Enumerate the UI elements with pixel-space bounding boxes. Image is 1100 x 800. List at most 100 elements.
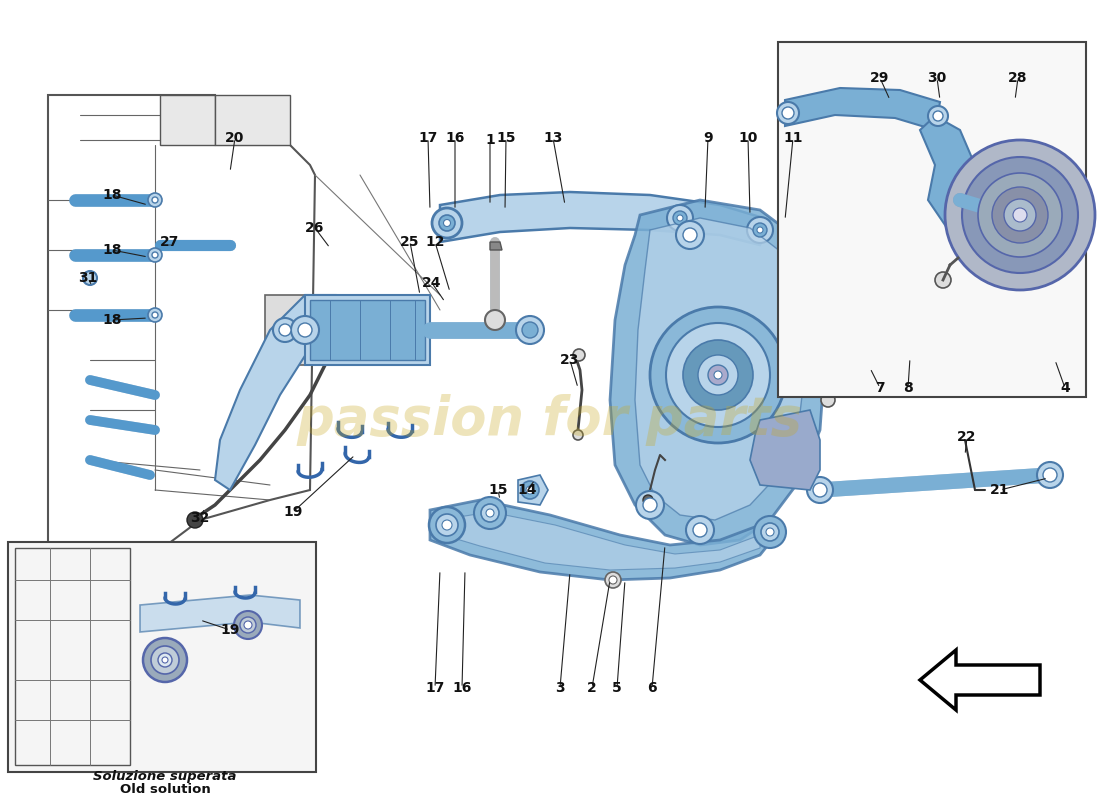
Polygon shape: [750, 410, 820, 490]
Circle shape: [152, 197, 158, 203]
Circle shape: [810, 370, 830, 390]
Text: 11: 11: [783, 131, 803, 145]
Circle shape: [683, 228, 697, 242]
Circle shape: [813, 483, 827, 497]
Circle shape: [573, 349, 585, 361]
Circle shape: [945, 140, 1094, 290]
Circle shape: [686, 516, 714, 544]
Text: Old solution: Old solution: [120, 783, 210, 796]
Polygon shape: [214, 295, 336, 490]
Text: 3: 3: [556, 681, 564, 695]
Circle shape: [807, 477, 833, 503]
Text: 18: 18: [102, 188, 122, 202]
Circle shape: [240, 617, 256, 633]
Circle shape: [279, 324, 292, 336]
Circle shape: [442, 520, 452, 530]
Circle shape: [434, 210, 460, 236]
Circle shape: [151, 646, 179, 674]
Polygon shape: [265, 295, 305, 365]
Polygon shape: [920, 650, 1040, 710]
Polygon shape: [490, 242, 502, 250]
Text: 9: 9: [703, 131, 713, 145]
Circle shape: [644, 498, 657, 512]
Text: 27: 27: [161, 235, 179, 249]
Text: 4: 4: [1060, 381, 1070, 395]
Circle shape: [992, 187, 1048, 243]
Circle shape: [444, 220, 450, 226]
Circle shape: [148, 248, 162, 262]
Text: 24: 24: [422, 276, 442, 290]
Polygon shape: [518, 475, 548, 505]
Circle shape: [609, 576, 617, 584]
Circle shape: [714, 371, 722, 379]
Circle shape: [436, 514, 458, 536]
Text: 7: 7: [876, 381, 884, 395]
Circle shape: [573, 430, 583, 440]
Text: 25: 25: [400, 235, 420, 249]
Text: 2: 2: [587, 681, 597, 695]
Circle shape: [292, 316, 319, 344]
Text: 15: 15: [488, 483, 508, 497]
Circle shape: [187, 512, 204, 528]
Circle shape: [486, 509, 494, 517]
Text: 18: 18: [102, 243, 122, 257]
Circle shape: [761, 523, 779, 541]
Text: 10: 10: [738, 131, 758, 145]
Circle shape: [676, 221, 704, 249]
Circle shape: [521, 481, 539, 499]
FancyBboxPatch shape: [778, 42, 1086, 397]
Text: 16: 16: [452, 681, 472, 695]
Circle shape: [162, 657, 168, 663]
Circle shape: [754, 516, 786, 548]
Circle shape: [1013, 208, 1027, 222]
Circle shape: [605, 572, 621, 588]
Polygon shape: [430, 500, 780, 580]
Circle shape: [821, 393, 835, 407]
Circle shape: [935, 272, 952, 288]
Circle shape: [152, 312, 158, 318]
Circle shape: [766, 528, 774, 536]
Text: 23: 23: [560, 353, 580, 367]
Circle shape: [440, 216, 454, 230]
Polygon shape: [440, 512, 760, 570]
Text: 1: 1: [485, 133, 495, 147]
Text: 8: 8: [903, 381, 913, 395]
Text: 13: 13: [543, 131, 563, 145]
Polygon shape: [440, 192, 770, 245]
Circle shape: [673, 211, 688, 225]
Circle shape: [754, 223, 767, 237]
Polygon shape: [140, 595, 300, 632]
Circle shape: [273, 318, 297, 342]
Circle shape: [962, 157, 1078, 273]
Circle shape: [933, 111, 943, 121]
Circle shape: [636, 491, 664, 519]
Circle shape: [485, 310, 505, 330]
Text: 6: 6: [647, 681, 657, 695]
Circle shape: [443, 219, 451, 226]
Circle shape: [1049, 334, 1071, 356]
Circle shape: [978, 173, 1062, 257]
Circle shape: [148, 308, 162, 322]
Text: 28: 28: [1009, 71, 1027, 85]
Circle shape: [432, 208, 462, 238]
Text: 15: 15: [496, 131, 516, 145]
Circle shape: [894, 344, 916, 366]
Circle shape: [777, 102, 799, 124]
Circle shape: [143, 638, 187, 682]
Text: 17: 17: [418, 131, 438, 145]
Text: 16: 16: [446, 131, 464, 145]
Circle shape: [82, 271, 97, 285]
Circle shape: [747, 217, 773, 243]
Circle shape: [526, 486, 534, 494]
Circle shape: [683, 340, 754, 410]
Text: 30: 30: [927, 71, 947, 85]
Circle shape: [148, 193, 162, 207]
Circle shape: [782, 107, 794, 119]
Circle shape: [516, 316, 544, 344]
Circle shape: [808, 359, 830, 381]
Circle shape: [439, 215, 455, 231]
Polygon shape: [214, 95, 290, 145]
Text: 20: 20: [226, 131, 244, 145]
Circle shape: [152, 252, 158, 258]
Circle shape: [676, 215, 683, 221]
